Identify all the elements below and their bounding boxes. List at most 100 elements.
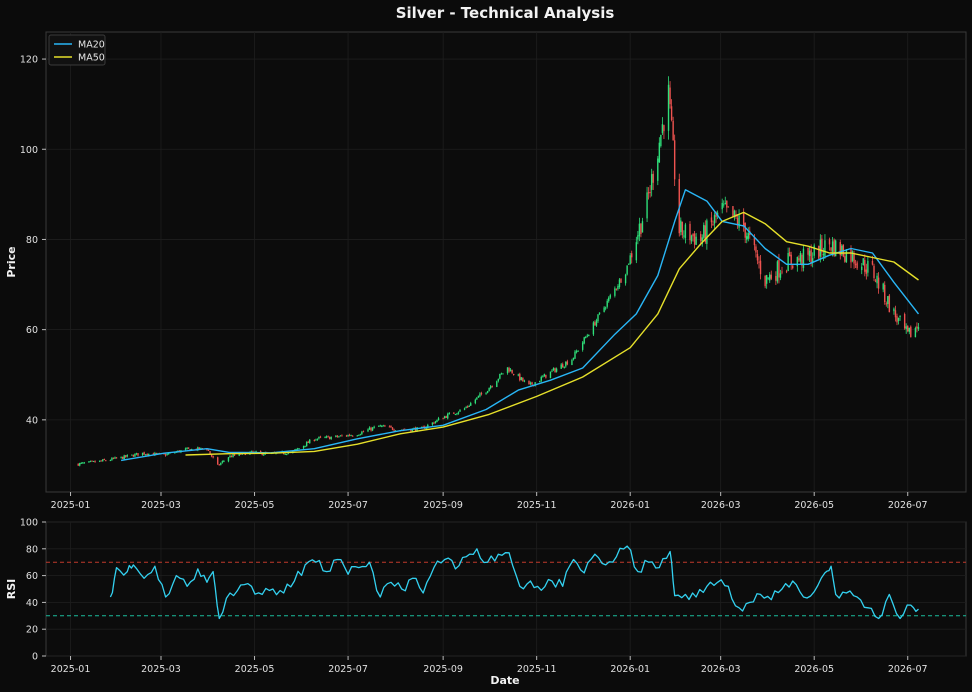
legend: MA20 MA50 <box>48 34 106 66</box>
candle-body-up <box>373 426 375 428</box>
candle-body-down <box>818 245 820 259</box>
candle-body-up <box>834 240 837 257</box>
candle-body-up <box>658 142 661 163</box>
candle-body-up <box>808 250 811 257</box>
candle-body-down <box>218 464 220 466</box>
candle-body-down <box>209 451 211 454</box>
rsi-x-tick-label: 2026-05 <box>794 664 834 675</box>
price-panel <box>45 31 967 493</box>
candle-body-up <box>114 457 116 459</box>
candle-body-down <box>810 249 812 264</box>
candle-body-up <box>851 251 854 261</box>
candle-body-up <box>174 452 176 454</box>
candle-body-up <box>822 254 825 256</box>
candle-body-up <box>635 242 638 261</box>
candle-body-down <box>121 456 124 459</box>
rsi-y-tick-label: 0 <box>32 652 38 663</box>
candle-body-down <box>894 310 897 318</box>
candle-body-up <box>713 215 716 224</box>
rsi-y-tick-label: 60 <box>26 571 38 582</box>
candle-body-down <box>775 275 777 281</box>
candle-body-up <box>89 461 92 463</box>
candle-body-up <box>917 327 920 330</box>
candle-body-up <box>109 460 112 462</box>
candle-body-down <box>885 303 887 305</box>
candle-body-up <box>488 387 490 392</box>
candle-body-down <box>854 264 857 266</box>
candle-body-down <box>391 427 394 430</box>
candle-body-up <box>905 326 907 330</box>
candle-body-up <box>617 286 619 290</box>
candle-body-up <box>626 265 628 275</box>
candle-body-up <box>485 392 487 394</box>
candle-body-up <box>497 378 500 381</box>
candle-body-up <box>436 419 438 422</box>
candle-body-down <box>313 440 316 442</box>
candle-body-down <box>615 288 618 290</box>
candle-body-down <box>864 259 866 272</box>
date-axis-label: Date <box>490 674 519 687</box>
candle-body-up <box>506 367 509 374</box>
candle-body-up <box>305 442 308 447</box>
candle-body-down <box>865 269 868 274</box>
candle-body-up <box>608 297 610 302</box>
candle-body-up <box>416 427 418 432</box>
candle-body-up <box>479 393 481 397</box>
candle-body-down <box>105 460 107 462</box>
price-x-tick-label: 2025-11 <box>517 500 557 511</box>
candle-body-up <box>120 456 122 458</box>
candle-body-down <box>341 435 343 437</box>
candle-body-up <box>437 418 440 421</box>
candle-body-up <box>824 240 826 257</box>
candle-body-up <box>134 453 136 457</box>
candle-body-up <box>588 334 590 337</box>
rsi-x-tick-label: 2025-05 <box>235 664 275 675</box>
candle-body-down <box>77 463 79 466</box>
candle-body-up <box>83 462 86 464</box>
candle-body-up <box>154 452 156 456</box>
candle-body-down <box>562 364 564 368</box>
candle-body-up <box>695 236 697 245</box>
candle-body-up <box>371 427 374 431</box>
candle-body-up <box>443 416 446 419</box>
price-y-tick-label: 60 <box>26 325 38 336</box>
candle-body-down <box>850 248 852 263</box>
candle-body-up <box>302 445 305 449</box>
candle-body-up <box>227 457 230 462</box>
candle-body-up <box>465 407 467 409</box>
candle-body-up <box>166 453 168 456</box>
candle-body-down <box>647 192 650 194</box>
candle-body-up <box>356 435 358 437</box>
candle-body-up <box>592 322 595 335</box>
candle-body-down <box>873 265 875 279</box>
candle-body-down <box>790 254 792 265</box>
candle-body-down <box>528 380 530 385</box>
candle-body-up <box>431 422 434 425</box>
candle-body-down <box>259 450 262 453</box>
candle-body-down <box>798 258 800 261</box>
candle-body-down <box>566 361 569 365</box>
candle-body-down <box>669 87 671 105</box>
candle-body-down <box>727 206 730 208</box>
candle-body-up <box>603 307 605 312</box>
candle-body-up <box>325 436 328 438</box>
candle-body-up <box>862 258 864 266</box>
candle-body-down <box>631 253 633 258</box>
candle-body-up <box>638 223 641 237</box>
candle-body-up <box>819 239 822 257</box>
candle-body-down <box>115 457 118 459</box>
candle-body-down <box>100 460 102 462</box>
chart-title: Silver - Technical Analysis <box>396 4 615 22</box>
candle-body-down <box>871 260 874 265</box>
candle-body-up <box>284 453 286 455</box>
candle-body-down <box>801 254 803 266</box>
candle-body-up <box>454 413 457 415</box>
candle-body-up <box>167 453 170 455</box>
candle-body-up <box>141 452 144 456</box>
candle-body-down <box>512 374 515 376</box>
moving-average-lines <box>120 189 920 462</box>
price-x-tick-label: 2025-07 <box>328 500 368 511</box>
candle-body-up <box>641 221 644 233</box>
rsi-x-tick-label: 2025-01 <box>51 664 91 675</box>
candle-body-up <box>367 429 369 432</box>
